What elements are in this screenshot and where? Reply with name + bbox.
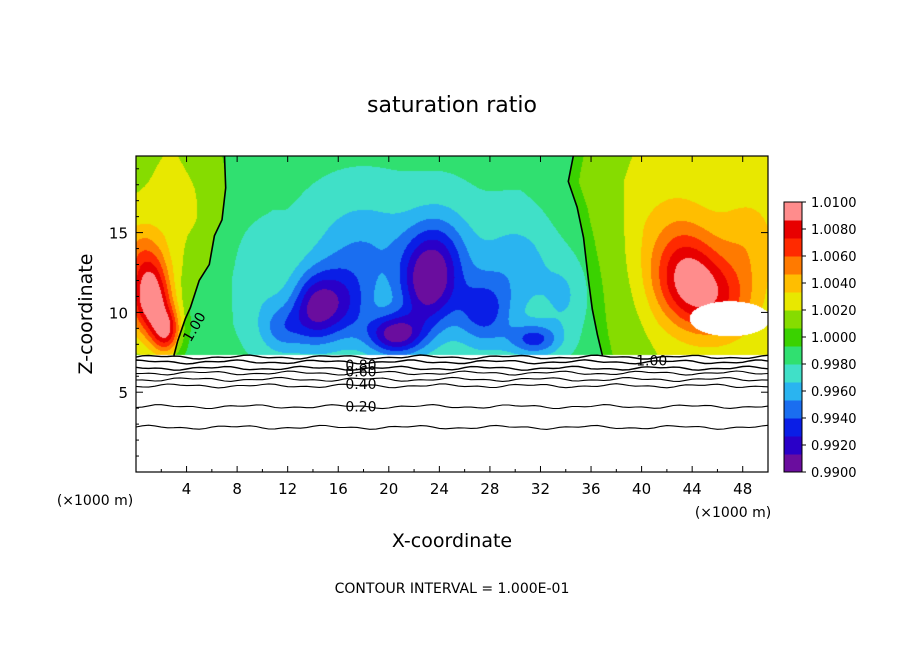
colorbar-tick-label: 1.0060 bbox=[811, 250, 857, 265]
x-tick-label: 8 bbox=[232, 480, 242, 498]
colorbar-band bbox=[784, 256, 802, 275]
contour-label: 0.40 bbox=[345, 377, 376, 393]
x-tick-label: 44 bbox=[683, 480, 702, 498]
x-tick-label: 4 bbox=[182, 480, 192, 498]
x-tick-label: 32 bbox=[531, 480, 550, 498]
colorbar-band bbox=[784, 436, 802, 455]
colorbar-band bbox=[784, 382, 802, 401]
x-tick-label: 16 bbox=[329, 480, 348, 498]
y-axis-label: Z-coordinate bbox=[75, 254, 97, 375]
x-tick-label: 24 bbox=[430, 480, 449, 498]
x-tick-label: 48 bbox=[733, 480, 752, 498]
colorbar-band bbox=[784, 454, 802, 473]
contour-line-below bbox=[135, 354, 769, 360]
contour-line-below bbox=[135, 359, 769, 365]
colorbar-band bbox=[784, 328, 802, 347]
saturation-field-heatmap bbox=[136, 156, 768, 472]
contour-1-00-right bbox=[567, 155, 604, 356]
colorbar-bands bbox=[784, 202, 802, 473]
chart-title: saturation ratio bbox=[367, 93, 537, 118]
colorbar-tick-label: 1.0080 bbox=[811, 223, 857, 238]
colorbar-tick-label: 0.9980 bbox=[811, 358, 857, 373]
contour-1-00-left bbox=[173, 155, 227, 356]
colorbar-tick-label: 0.9920 bbox=[811, 439, 857, 454]
colorbar-band bbox=[784, 346, 802, 365]
colorbar-band bbox=[784, 364, 802, 383]
contour-label: 1.00 bbox=[636, 353, 667, 369]
contour-line-below bbox=[135, 383, 769, 389]
colorbar-tick-label: 1.0000 bbox=[811, 331, 857, 346]
colorbar-tick-label: 1.0040 bbox=[811, 277, 857, 292]
colorbar-band bbox=[784, 292, 802, 311]
colorbar-labels: 0.9900 0.9920 0.9940 0.9960 0.9980 1.0000 1.00… bbox=[802, 196, 857, 481]
x-axis-ticks: 4 8 12 16 20 24 28 32 36 40 44 48 bbox=[160, 156, 769, 498]
x-axis-unit-right: (×1000 m) bbox=[695, 505, 771, 521]
y-tick-label: 5 bbox=[118, 384, 128, 402]
x-tick-label: 20 bbox=[379, 480, 398, 498]
colorbar-tick-label: 1.0100 bbox=[811, 196, 857, 211]
x-axis-label: X-coordinate bbox=[392, 530, 512, 552]
x-tick-label: 28 bbox=[480, 480, 499, 498]
colorbar-band bbox=[784, 274, 802, 293]
colorbar-band bbox=[784, 310, 802, 329]
colorbar-band bbox=[784, 400, 802, 419]
colorbar-tick-label: 0.9900 bbox=[811, 466, 857, 481]
colorbar: 0.9900 0.9920 0.9940 0.9960 0.9980 1.0000 1.00… bbox=[783, 196, 857, 481]
contour-line-below bbox=[135, 424, 769, 430]
contour-label: 0.80 bbox=[345, 358, 376, 374]
contour-label: 0.20 bbox=[345, 400, 376, 416]
colorbar-band bbox=[784, 418, 802, 437]
colorbar-band bbox=[784, 202, 802, 221]
contour-lines bbox=[135, 155, 769, 430]
y-tick-label: 15 bbox=[109, 225, 128, 243]
x-tick-label: 12 bbox=[278, 480, 297, 498]
colorbar-band bbox=[784, 238, 802, 257]
colorbar-tick-label: 0.9960 bbox=[811, 385, 857, 400]
y-tick-label: 10 bbox=[109, 304, 128, 322]
plot-frame bbox=[135, 155, 769, 473]
contour-line-below bbox=[135, 404, 769, 410]
y-axis-ticks: 5 10 15 bbox=[109, 168, 768, 457]
plot-area: 1.001.000.800.600.400.20 4 8 12 16 20 24 28 32 3… bbox=[109, 155, 769, 498]
x-tick-label: 36 bbox=[581, 480, 600, 498]
contour-interval-note: CONTOUR INTERVAL = 1.000E-01 bbox=[335, 581, 570, 597]
colorbar-band bbox=[784, 220, 802, 239]
contour-label: 0.60 bbox=[345, 364, 376, 380]
x-tick-label: 40 bbox=[632, 480, 651, 498]
contour-line-below bbox=[135, 365, 769, 372]
colorbar-tick-label: 1.0020 bbox=[811, 304, 857, 319]
contour-line-below bbox=[135, 376, 769, 382]
colorbar-tick-label: 0.9940 bbox=[811, 412, 857, 427]
contour-line-below bbox=[135, 370, 769, 376]
x-axis-unit-left: (×1000 m) bbox=[57, 493, 133, 509]
